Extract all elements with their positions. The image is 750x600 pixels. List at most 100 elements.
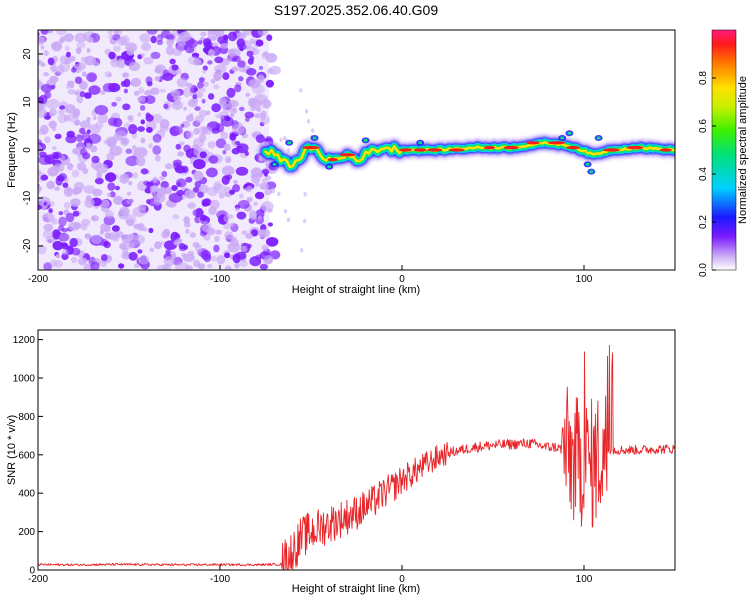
noise-blob bbox=[249, 210, 257, 220]
noise-blob bbox=[143, 180, 151, 186]
noise-blob bbox=[229, 189, 236, 195]
noise-blob bbox=[311, 128, 315, 133]
noise-blob bbox=[111, 232, 120, 242]
noise-blob bbox=[178, 243, 186, 250]
noise-blob bbox=[214, 75, 220, 82]
track-peak bbox=[659, 148, 672, 152]
noise-blob bbox=[207, 30, 216, 35]
noise-blob bbox=[86, 72, 97, 83]
noise-blob bbox=[277, 191, 281, 197]
noise-blob bbox=[103, 215, 116, 226]
snr-series-line bbox=[38, 344, 675, 570]
noise-blob bbox=[251, 132, 258, 138]
noise-blob bbox=[245, 233, 254, 240]
noise-blob bbox=[240, 245, 248, 252]
spectrogram-y-ticks: -20 -10 0 10 20 bbox=[22, 48, 43, 253]
noise-blob bbox=[63, 201, 71, 209]
noise-blob bbox=[247, 58, 254, 65]
noise-blob bbox=[71, 247, 81, 256]
noise-blob bbox=[207, 49, 216, 57]
noise-blob bbox=[164, 163, 173, 170]
noise-blob bbox=[239, 106, 245, 112]
noise-blob bbox=[236, 251, 247, 260]
noise-blob bbox=[54, 133, 62, 140]
noise-blob bbox=[169, 125, 183, 136]
noise-blob bbox=[76, 41, 86, 49]
noise-blob bbox=[47, 166, 59, 177]
noise-blob bbox=[150, 35, 157, 44]
noise-blob bbox=[74, 32, 87, 43]
y-tick-label: 400 bbox=[18, 489, 35, 500]
noise-blob bbox=[201, 69, 207, 74]
noise-blob bbox=[91, 215, 99, 222]
noise-blob bbox=[107, 182, 116, 191]
noise-blob bbox=[223, 115, 230, 121]
noise-blob bbox=[159, 119, 170, 129]
noise-blob bbox=[153, 193, 166, 203]
noise-blob bbox=[283, 209, 287, 214]
noise-blob bbox=[179, 141, 185, 146]
noise-blob bbox=[42, 212, 55, 223]
noise-blob bbox=[220, 43, 229, 49]
noise-blob bbox=[100, 260, 107, 268]
noise-blob bbox=[222, 72, 230, 80]
noise-blob bbox=[227, 242, 241, 253]
noise-blob bbox=[151, 113, 163, 124]
noise-blob bbox=[264, 172, 268, 177]
noise-blob bbox=[218, 192, 225, 199]
noise-blob bbox=[54, 186, 60, 191]
noise-blob bbox=[200, 31, 207, 37]
y-tick-label: -20 bbox=[22, 238, 33, 253]
colorbar-tick-label: 0.6 bbox=[698, 119, 709, 133]
track-peak bbox=[413, 148, 427, 152]
noise-blob bbox=[169, 58, 176, 65]
noise-blob bbox=[79, 148, 88, 156]
noise-blob bbox=[263, 99, 272, 109]
noise-blob bbox=[86, 129, 91, 134]
noise-blob bbox=[186, 82, 193, 88]
noise-blob bbox=[155, 65, 163, 73]
x-tick-label: -200 bbox=[28, 574, 48, 585]
noise-blob bbox=[125, 218, 135, 227]
noise-blob bbox=[106, 152, 115, 161]
noise-blob bbox=[104, 71, 112, 78]
noise-blob bbox=[76, 134, 84, 143]
noise-blob bbox=[193, 170, 204, 181]
noise-blob bbox=[91, 155, 100, 164]
noise-blob bbox=[62, 182, 69, 188]
x-tick-label: 0 bbox=[399, 274, 405, 285]
noise-blob bbox=[246, 197, 253, 202]
noise-blob bbox=[232, 108, 237, 113]
noise-blob bbox=[220, 132, 229, 140]
noise-blob bbox=[203, 41, 213, 49]
noise-blob bbox=[133, 90, 140, 96]
track-side-core bbox=[418, 141, 423, 145]
noise-blob bbox=[226, 157, 232, 163]
noise-blob bbox=[140, 119, 145, 125]
noise-blob bbox=[237, 60, 246, 68]
noise-blob bbox=[235, 207, 240, 212]
noise-blob bbox=[81, 71, 87, 77]
track-side-core bbox=[363, 138, 368, 142]
track-side-core bbox=[327, 165, 332, 169]
noise-blob bbox=[90, 145, 98, 153]
noise-blob bbox=[59, 105, 66, 110]
noise-blob bbox=[228, 48, 235, 55]
noise-blob bbox=[40, 30, 49, 35]
noise-blob bbox=[232, 55, 241, 62]
noise-blob bbox=[104, 232, 111, 239]
track-peak bbox=[503, 146, 519, 150]
noise-blob bbox=[65, 134, 77, 144]
noise-blob bbox=[47, 57, 55, 66]
noise-blob bbox=[213, 84, 220, 90]
noise-blob bbox=[38, 36, 45, 45]
noise-blob bbox=[102, 82, 116, 93]
noise-blob bbox=[106, 192, 112, 197]
snr-y-label: SNR (10 * v/v) bbox=[6, 415, 18, 485]
noise-blob bbox=[64, 57, 72, 65]
noise-blob bbox=[113, 30, 120, 35]
noise-blob bbox=[251, 229, 258, 237]
noise-blob bbox=[48, 208, 53, 214]
noise-blob bbox=[206, 167, 218, 178]
